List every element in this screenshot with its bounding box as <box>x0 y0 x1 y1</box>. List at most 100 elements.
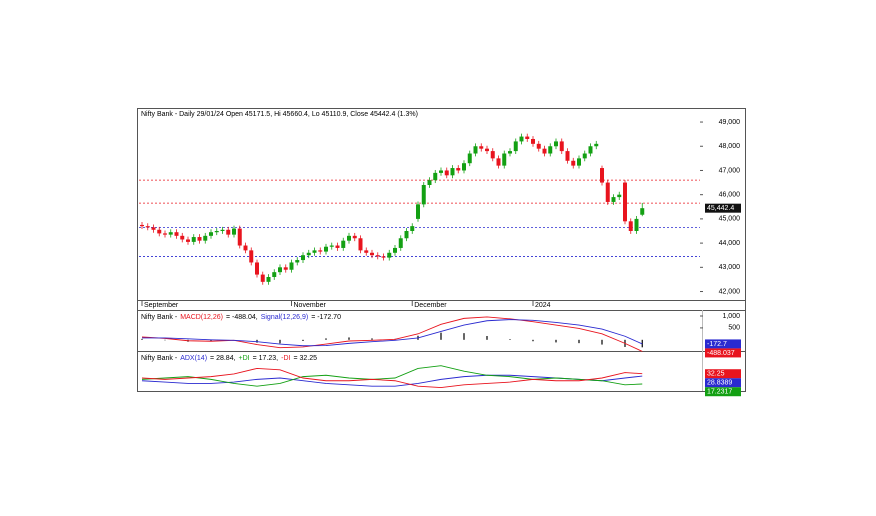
indicator-line <box>141 316 643 352</box>
last-price-box <box>705 203 741 213</box>
candle-body <box>329 245 334 247</box>
chart-frame <box>137 108 746 392</box>
histogram-bar <box>325 338 327 340</box>
x-tick-label: 2024 <box>535 302 551 309</box>
candle-body <box>439 170 443 173</box>
candle-body <box>433 172 438 181</box>
histogram-bar <box>578 339 580 344</box>
candle-body <box>525 136 530 139</box>
legend-value: = 32.25 <box>293 355 317 362</box>
candle-body <box>548 146 553 154</box>
legend-value: = -172.70 <box>311 314 341 321</box>
legend-title: Nifty Bank - <box>141 314 178 321</box>
candle-body <box>318 250 323 252</box>
candle-body <box>421 184 426 205</box>
candle-body <box>306 252 311 256</box>
legend-name: ADX(14) <box>180 355 207 362</box>
candle-body <box>237 228 242 246</box>
legend-name: +DI <box>239 355 250 362</box>
candle-body <box>312 250 317 253</box>
candle-body <box>381 256 386 258</box>
histogram-bar <box>601 339 603 345</box>
candle-body <box>278 267 282 273</box>
candle-body <box>456 168 461 171</box>
histogram-bar <box>463 333 465 340</box>
end-value-box <box>705 339 741 349</box>
end-value-box <box>705 387 741 397</box>
candle-body <box>387 252 392 258</box>
candle-body <box>416 204 420 219</box>
end-value-label: 32.25 <box>707 371 725 378</box>
candle-body <box>347 235 351 241</box>
candle-body <box>490 151 495 159</box>
candle-body <box>255 262 259 275</box>
end-value-box <box>705 348 741 358</box>
y-tick-label: 43,000 <box>719 264 741 271</box>
y-tick-label: 49,000 <box>719 119 741 126</box>
histogram-bar <box>256 339 258 343</box>
candle-body <box>640 208 645 215</box>
candle-body <box>163 233 167 235</box>
candle-body <box>404 230 409 239</box>
candle-body <box>502 153 507 166</box>
end-value-label: -488.037 <box>707 350 735 357</box>
candle-body <box>628 221 633 231</box>
candle-body <box>272 272 277 277</box>
candle-body <box>375 255 380 257</box>
candle-body <box>226 229 231 235</box>
candle-body <box>479 146 484 149</box>
histogram-bar <box>440 332 442 340</box>
candle-body <box>140 224 144 227</box>
candle-body <box>617 194 622 198</box>
candle-body <box>410 226 415 231</box>
legend: Nifty Bank - MACD(12,26) = -488.04, Signal(… <box>141 314 341 321</box>
y-tick-label: 500 <box>728 325 740 332</box>
candle-body <box>462 163 466 171</box>
y-tick-label: 46,000 <box>719 192 741 199</box>
candle-body <box>243 245 248 251</box>
candle-body <box>559 141 564 152</box>
histogram-bar <box>371 338 373 340</box>
candle-body <box>341 240 346 248</box>
candle-body <box>203 235 208 241</box>
candle-body <box>427 180 432 185</box>
candle-body <box>364 250 369 253</box>
histogram-bar <box>348 337 350 340</box>
histogram-bar <box>302 339 304 341</box>
candle-body <box>209 232 213 236</box>
candle-body <box>358 238 363 251</box>
candle-body <box>634 218 639 231</box>
candle-body <box>174 232 179 236</box>
histogram-bar <box>555 339 557 343</box>
legend-value: = 17.23, <box>253 355 279 362</box>
candle-body <box>168 232 173 235</box>
candle-body <box>531 138 535 144</box>
y-tick-label: 45,000 <box>719 216 741 223</box>
candle-body <box>266 276 271 282</box>
candle-body <box>220 229 225 231</box>
x-tick-label: December <box>414 302 447 309</box>
candle-body <box>370 252 374 256</box>
candle-body <box>496 158 501 166</box>
legend-title: Nifty Bank - <box>141 355 178 362</box>
candle-body <box>536 143 541 149</box>
y-tick-label: 44,000 <box>719 240 741 247</box>
histogram-bar <box>532 339 534 342</box>
candle-body <box>232 228 236 235</box>
candle-body <box>295 260 300 263</box>
candle-body <box>186 239 190 242</box>
end-value-box <box>705 378 741 388</box>
candle-body <box>611 197 616 202</box>
candle-body <box>623 182 627 222</box>
candle-body <box>605 182 610 202</box>
candle-body <box>157 229 162 234</box>
candle-body <box>249 250 254 263</box>
candle-body <box>393 247 397 253</box>
candle-body <box>588 146 593 154</box>
legend-name: MACD(12,26) <box>180 314 223 321</box>
candle-body <box>542 148 547 154</box>
histogram-bar <box>141 338 143 340</box>
indicator-line <box>142 319 643 347</box>
